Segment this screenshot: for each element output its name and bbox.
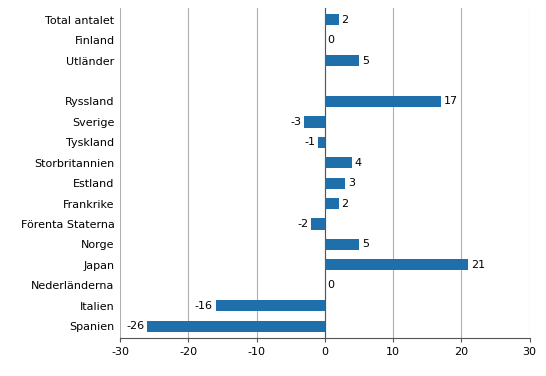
- Text: 2: 2: [341, 15, 348, 25]
- Text: -1: -1: [304, 137, 316, 147]
- Bar: [147, 320, 325, 332]
- Bar: [325, 14, 339, 26]
- Text: 0: 0: [328, 280, 335, 290]
- Bar: [325, 198, 339, 209]
- Text: -16: -16: [195, 301, 213, 311]
- Bar: [325, 239, 359, 250]
- Bar: [311, 218, 325, 230]
- Text: 17: 17: [443, 97, 458, 106]
- Text: -3: -3: [290, 117, 301, 127]
- Bar: [325, 157, 352, 168]
- Text: 3: 3: [348, 178, 355, 188]
- Text: 2: 2: [341, 199, 348, 209]
- Bar: [325, 259, 468, 270]
- Text: 0: 0: [328, 35, 335, 45]
- Bar: [325, 96, 441, 107]
- Bar: [325, 55, 359, 66]
- Bar: [325, 177, 346, 189]
- Text: 21: 21: [471, 260, 485, 270]
- Text: 4: 4: [355, 158, 362, 168]
- Text: -26: -26: [127, 321, 145, 331]
- Text: 5: 5: [362, 240, 369, 249]
- Bar: [305, 116, 325, 127]
- Bar: [216, 300, 325, 311]
- Text: 5: 5: [362, 56, 369, 66]
- Text: -2: -2: [298, 219, 308, 229]
- Bar: [318, 137, 325, 148]
